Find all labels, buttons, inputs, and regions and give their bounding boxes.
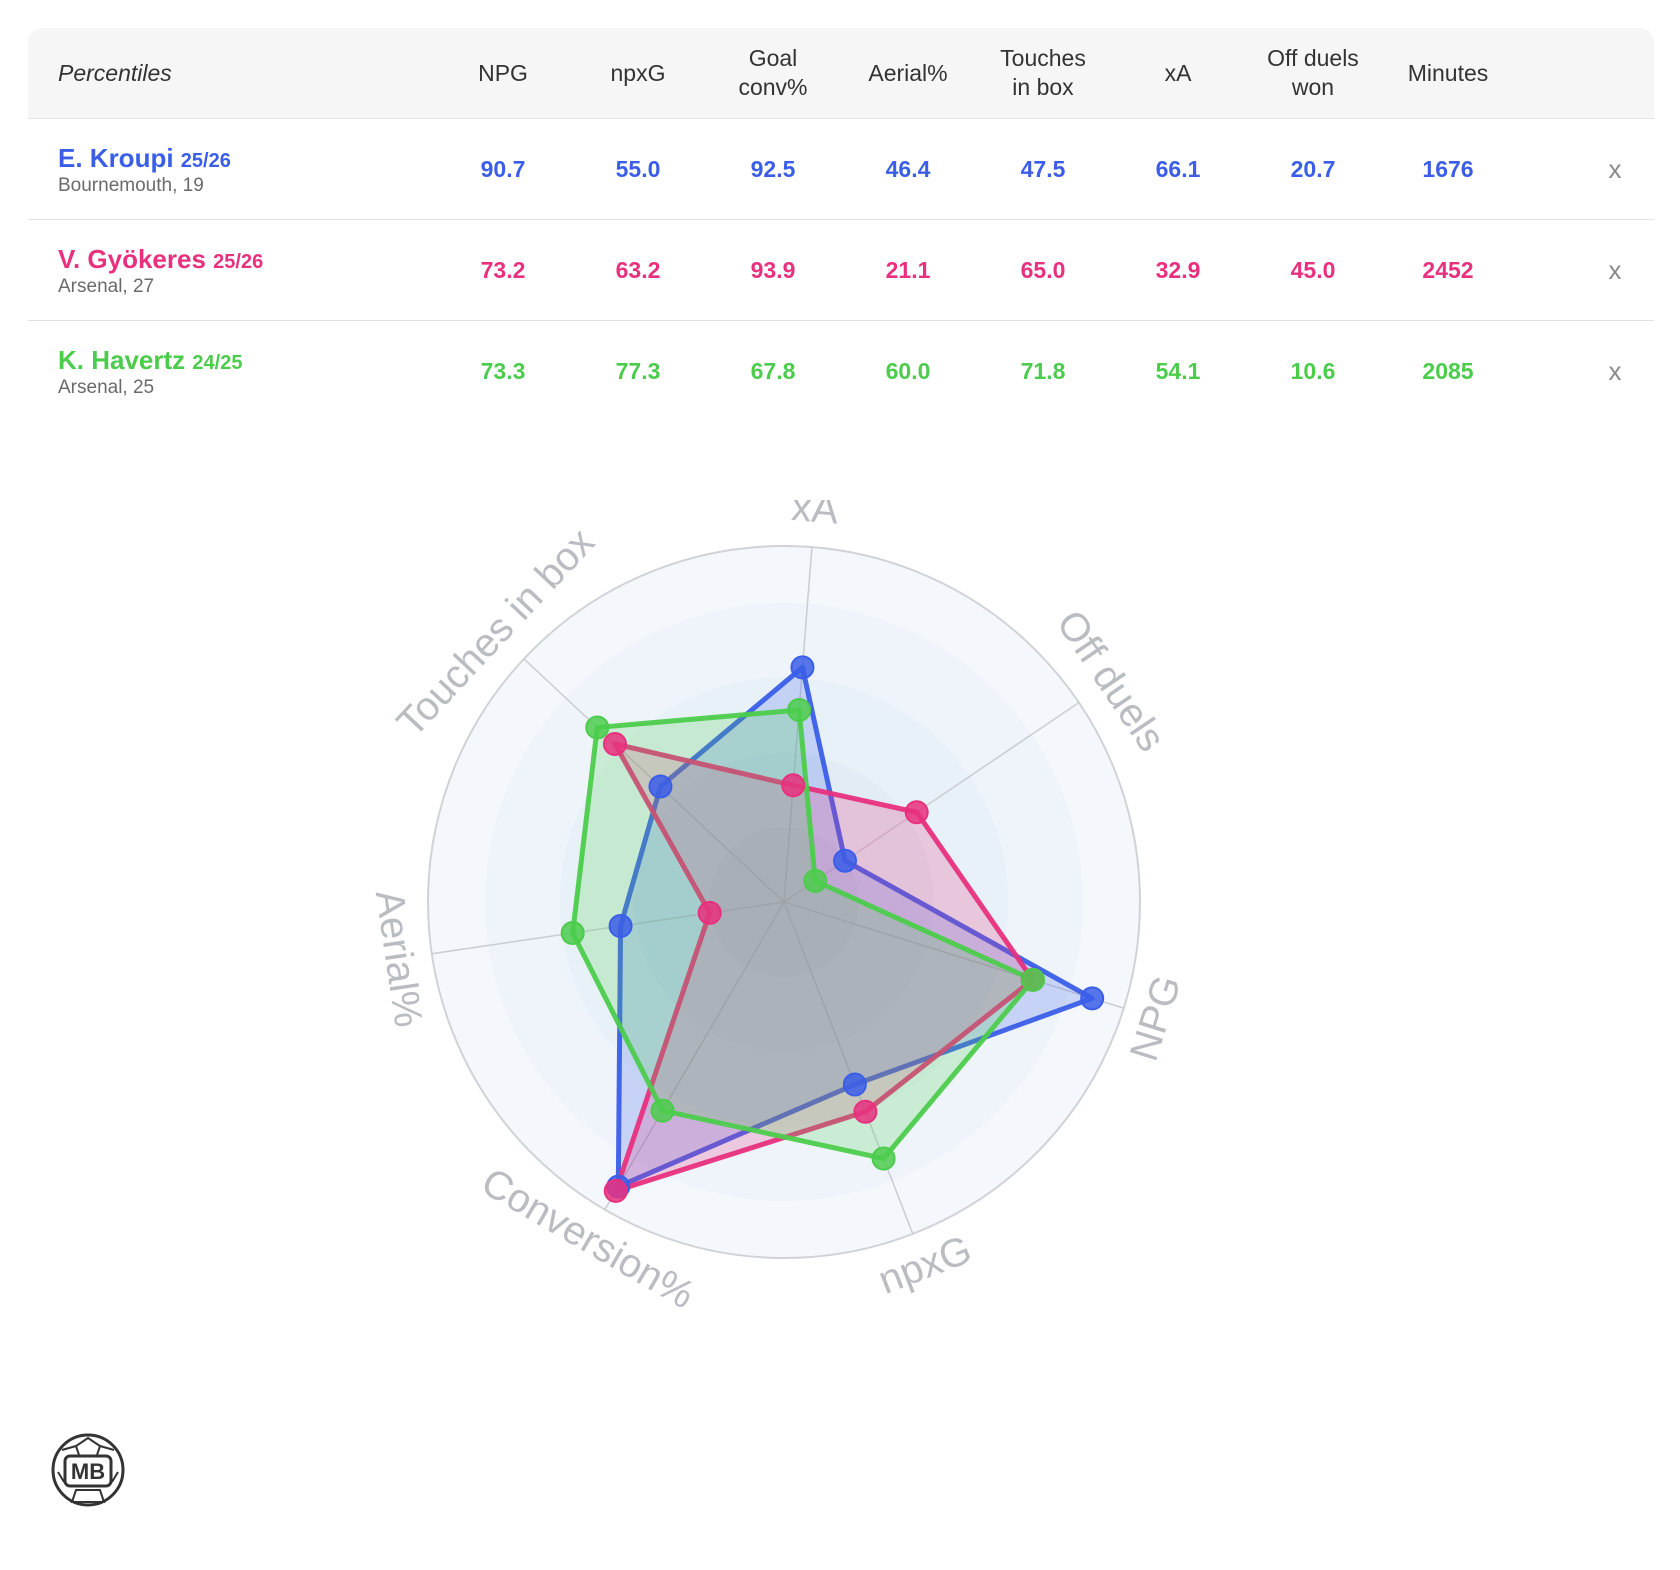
value-npg: 73.2 <box>480 256 526 283</box>
value-xa: 66.1 <box>1155 155 1201 182</box>
value-touches-in-box: 47.5 <box>1020 155 1066 182</box>
data-point <box>650 1098 675 1123</box>
value-off-duels-won: 45.0 <box>1290 256 1336 283</box>
value-touches-in-box: 65.0 <box>1020 256 1066 283</box>
player-name[interactable]: E. Kroupi 25/26 <box>58 143 231 173</box>
value-aerial: 21.1 <box>885 256 931 283</box>
value-minutes: 1676 <box>1422 155 1474 182</box>
value-aerial: 46.4 <box>885 155 931 182</box>
radar-spoke <box>604 901 785 1211</box>
value-goal-conv: 93.9 <box>750 256 796 283</box>
value-xa: 32.9 <box>1155 256 1201 283</box>
radar-spoke <box>431 901 785 955</box>
data-point <box>842 1072 867 1097</box>
data-point <box>648 774 673 799</box>
col-off-duels-won: Off duels won <box>1267 45 1359 100</box>
col-npxg: npxG <box>610 59 666 86</box>
logo-text: MB <box>71 1459 105 1484</box>
data-point <box>781 773 806 798</box>
data-point <box>585 715 610 740</box>
table-row: K. Havertz 24/25 Arsenal, 25 73.3 77.3 6… <box>28 321 1654 421</box>
player-club: Arsenal, 27 <box>58 276 155 297</box>
data-point <box>560 921 585 946</box>
player-season: 25/26 <box>213 251 264 273</box>
table-header: Percentiles NPG npxG Goal conv% Aerial% T… <box>28 28 1654 119</box>
axis-label: Aerial% <box>367 887 431 1030</box>
col-minutes: Minutes <box>1407 59 1489 86</box>
radar-spoke <box>783 901 914 1235</box>
data-point <box>803 868 828 893</box>
radar-spoke <box>783 701 1080 903</box>
player-club: Arsenal, 25 <box>58 377 155 398</box>
data-point <box>787 697 812 722</box>
data-point <box>871 1146 896 1171</box>
data-point <box>1080 986 1105 1011</box>
radar-outer-ring <box>427 545 1141 1259</box>
table-row: E. Kroupi 25/26 Bournemouth, 19 90.7 55.… <box>28 119 1654 220</box>
data-point <box>853 1099 878 1124</box>
value-npxg: 77.3 <box>615 357 661 384</box>
player-season: 25/26 <box>180 150 231 172</box>
col-goal-conv: Goal conv% <box>738 45 808 100</box>
value-minutes: 2085 <box>1422 357 1474 384</box>
value-xa: 54.1 <box>1155 357 1201 384</box>
value-npxg: 63.2 <box>615 256 661 283</box>
data-point <box>1021 967 1046 992</box>
value-minutes: 2452 <box>1422 256 1474 283</box>
value-off-duels-won: 10.6 <box>1290 357 1336 384</box>
player-name[interactable]: V. Gyökeres 25/26 <box>58 244 264 274</box>
value-off-duels-won: 20.7 <box>1290 155 1336 182</box>
radar-spoke <box>783 901 1125 1009</box>
value-aerial: 60.0 <box>885 357 931 384</box>
table-row: V. Gyökeres 25/26 Arsenal, 27 73.2 63.2 … <box>28 220 1654 321</box>
data-point <box>904 800 929 825</box>
remove-player-button[interactable]: x <box>1608 254 1622 285</box>
series-area <box>612 741 1036 1194</box>
player-name[interactable]: K. Havertz 24/25 <box>58 345 243 375</box>
data-point <box>697 900 722 925</box>
player-season: 24/25 <box>192 352 243 374</box>
value-goal-conv: 67.8 <box>750 357 796 384</box>
axis-label: NPG <box>1122 970 1190 1066</box>
mb-logo-icon: MB <box>51 1433 125 1507</box>
remove-player-button[interactable]: x <box>1608 153 1622 184</box>
data-point <box>603 1178 628 1203</box>
value-npg: 73.3 <box>480 357 526 384</box>
data-point <box>790 655 815 680</box>
value-npxg: 55.0 <box>615 155 661 182</box>
value-goal-conv: 92.5 <box>750 155 796 182</box>
radar-spoke <box>783 547 813 903</box>
col-npg: NPG <box>478 59 528 86</box>
remove-player-button[interactable]: x <box>1608 355 1622 386</box>
axis-label: xA <box>790 500 840 533</box>
col-aerial: Aerial% <box>868 59 948 86</box>
col-touches-in-box: Touches in box <box>1000 45 1086 100</box>
player-club: Bournemouth, 19 <box>58 175 204 196</box>
series-area <box>570 707 1036 1162</box>
header-percentiles: Percentiles <box>58 59 172 86</box>
col-xa: xA <box>1164 59 1192 86</box>
data-point <box>608 914 633 939</box>
value-touches-in-box: 71.8 <box>1020 357 1066 384</box>
data-point <box>833 848 858 873</box>
value-npg: 90.7 <box>480 155 526 182</box>
data-point <box>602 731 627 756</box>
percentiles-table: Percentiles NPG npxG Goal conv% Aerial% T… <box>28 28 1654 421</box>
